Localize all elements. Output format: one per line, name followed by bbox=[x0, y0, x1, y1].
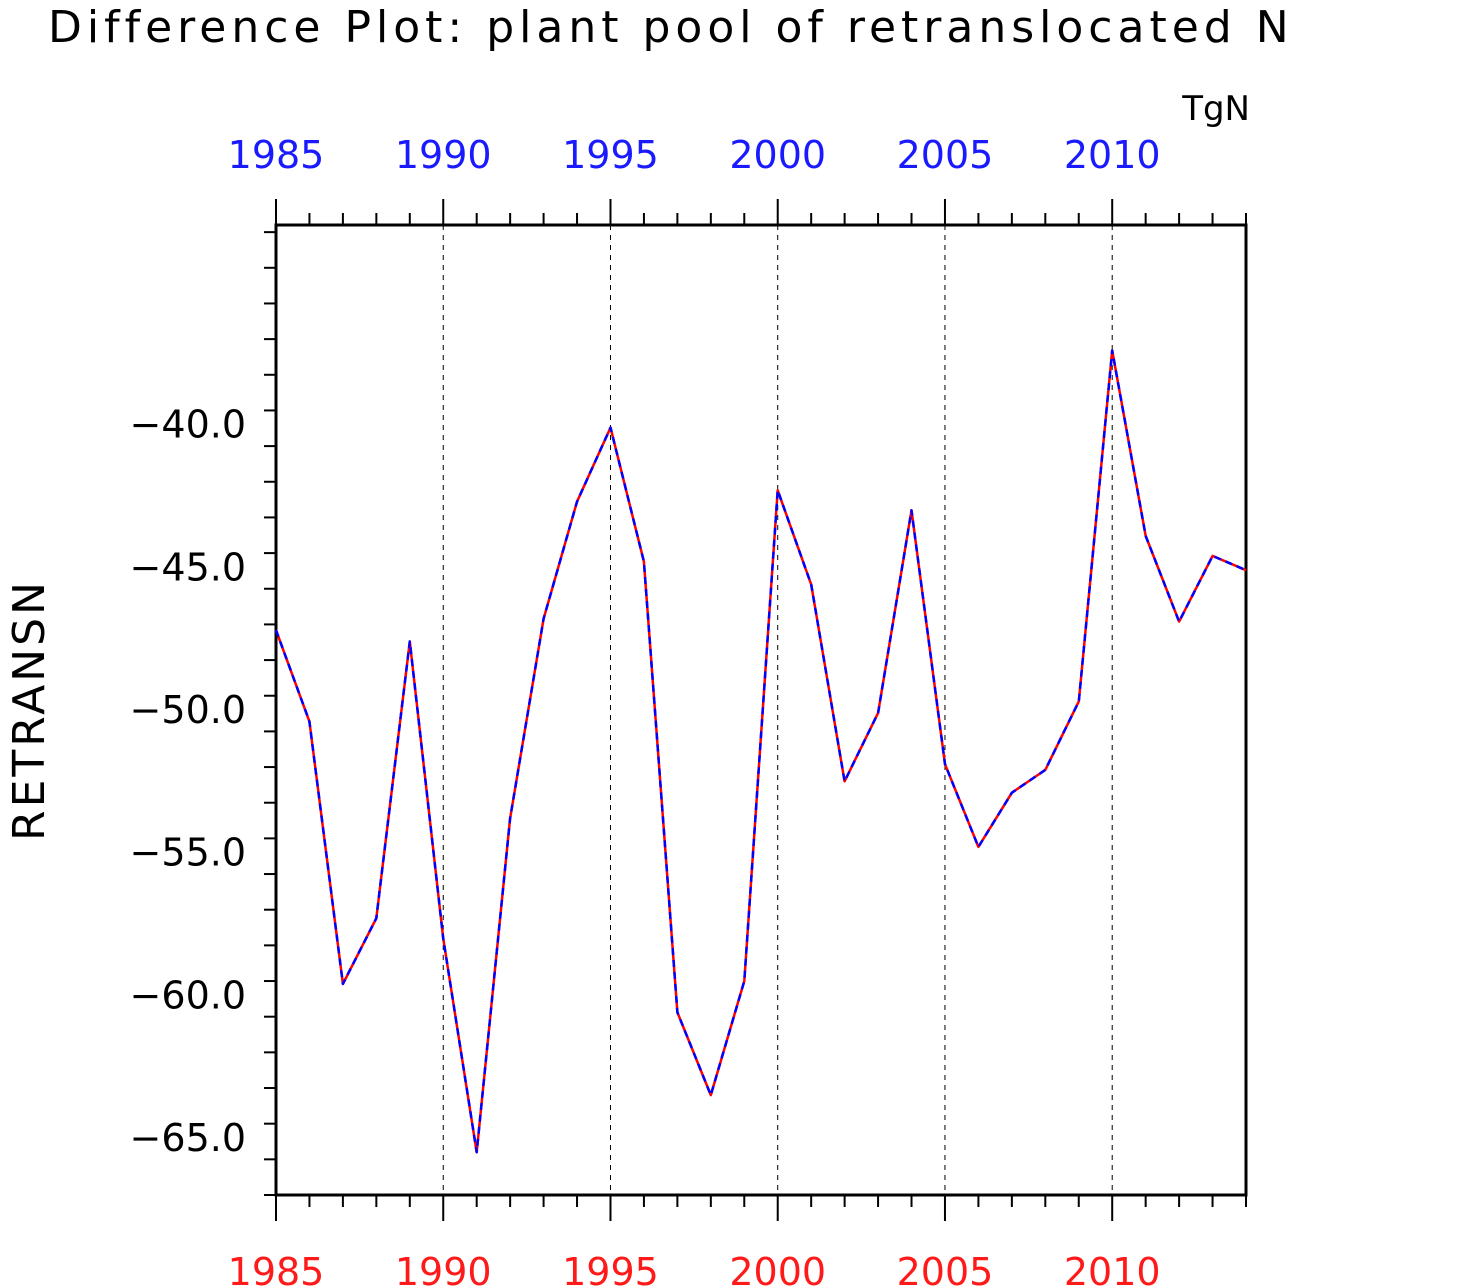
y-tick-label: −40.0 bbox=[130, 403, 246, 447]
units-label: TgN bbox=[1181, 89, 1250, 129]
x-tick-label-bottom: 1985 bbox=[228, 1250, 325, 1287]
y-tick-label: −50.0 bbox=[130, 688, 246, 732]
x-tick-label-top: 1995 bbox=[562, 133, 659, 177]
tick-labels: −40.0 −45.0 −50.0 −55.0 −60.0 −65.0 1985 1985 19… bbox=[130, 133, 1161, 1287]
x-tick-label-top: 2005 bbox=[897, 133, 994, 177]
x-tick-label-top: 2000 bbox=[729, 133, 826, 177]
grid-lines bbox=[442, 225, 1113, 1195]
x-tick-label-top: 1985 bbox=[228, 133, 325, 177]
y-tick-label: −60.0 bbox=[130, 973, 246, 1017]
y-tick-label: −55.0 bbox=[130, 831, 246, 875]
y-axis-label: RETRANSN bbox=[4, 579, 55, 841]
y-tick-label: −45.0 bbox=[130, 545, 246, 589]
x-tick-label-top: 1990 bbox=[395, 133, 492, 177]
plot-frame bbox=[274, 223, 1248, 1197]
x-tick-label-bottom: 2000 bbox=[729, 1250, 826, 1287]
series-line-blue bbox=[274, 349, 1247, 1154]
y-tick-label: −65.0 bbox=[130, 1116, 246, 1160]
chart-title: Difference Plot: plant pool of retranslo… bbox=[48, 2, 1294, 53]
x-tick-label-bottom: 1995 bbox=[562, 1250, 659, 1287]
x-tick-label-bottom: 2010 bbox=[1064, 1250, 1161, 1287]
x-tick-label-top: 2010 bbox=[1064, 133, 1161, 177]
x-tick-label-bottom: 1990 bbox=[395, 1250, 492, 1287]
axes bbox=[264, 199, 1248, 1221]
x-tick-label-bottom: 2005 bbox=[897, 1250, 994, 1287]
data-series bbox=[274, 349, 1247, 1154]
